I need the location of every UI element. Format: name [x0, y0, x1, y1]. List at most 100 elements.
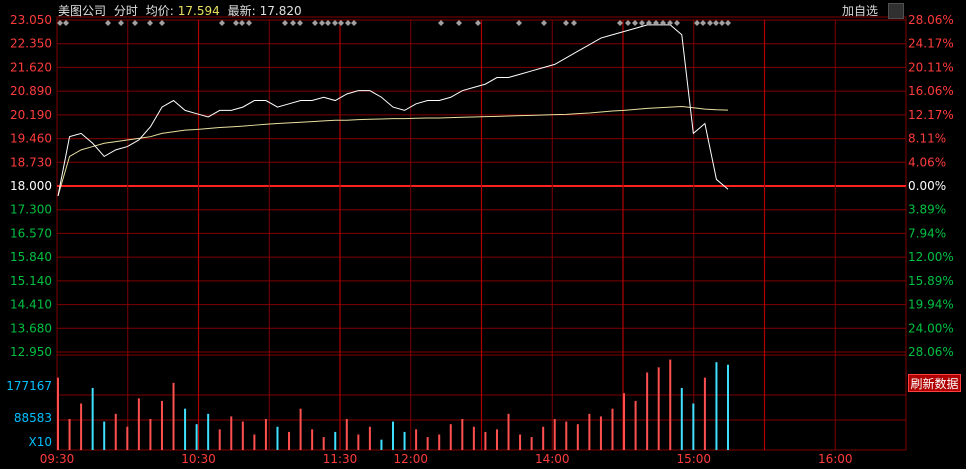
volume-bar	[149, 419, 152, 450]
event-marker-icon	[332, 20, 338, 26]
event-marker-icon	[105, 20, 111, 26]
stock-name: 美图公司	[58, 4, 107, 18]
refresh-data-button[interactable]: 刷新数据	[908, 374, 961, 392]
event-marker-icon	[653, 20, 659, 26]
volume-bar	[495, 429, 498, 450]
volume-axis-labels: 177167 88583 X10	[6, 379, 52, 449]
volume-bar	[472, 426, 475, 450]
event-marker-icon	[338, 20, 344, 26]
volume-bar	[727, 364, 729, 450]
volume-bars	[57, 359, 729, 450]
percent-tick-label: 0.00%	[908, 179, 946, 193]
price-tick-label: 20.890	[10, 84, 52, 98]
event-marker-icon	[345, 20, 351, 26]
volume-tick-label: X10	[29, 435, 53, 449]
percent-tick-label: 12.00%	[908, 250, 954, 264]
event-marker-icon	[297, 20, 303, 26]
volume-bar	[392, 421, 394, 450]
add-favorite-button[interactable]: 加自选	[842, 4, 879, 18]
price-tick-label: 20.190	[10, 108, 52, 122]
pin-icon[interactable]	[888, 3, 904, 19]
event-marker-icon	[351, 20, 357, 26]
event-marker-icon	[617, 20, 623, 26]
event-marker-icon	[239, 20, 245, 26]
percent-tick-label: 16.06%	[908, 84, 954, 98]
price-tick-label: 13.680	[10, 321, 52, 335]
volume-bar	[669, 359, 672, 450]
event-marker-icon	[725, 20, 731, 26]
event-marker-icon	[563, 20, 569, 26]
price-tick-label: 22.350	[10, 37, 52, 51]
volume-bar	[311, 429, 314, 450]
volume-bar	[680, 388, 683, 450]
event-marker-icon	[516, 20, 522, 26]
percent-tick-label: 20.11%	[908, 60, 954, 74]
event-marker-icon	[219, 20, 225, 26]
volume-bar	[126, 426, 129, 450]
volume-bar	[57, 377, 59, 450]
event-marker-icon	[312, 20, 318, 26]
time-tick-label: 15:00	[676, 452, 711, 466]
volume-bar	[611, 408, 614, 450]
event-marker-icon	[660, 20, 666, 26]
volume-bar	[415, 429, 418, 450]
volume-bar	[692, 403, 695, 450]
event-marker-icon	[282, 20, 288, 26]
volume-bar	[322, 437, 325, 450]
volume-bar	[715, 362, 718, 450]
price-tick-label: 17.300	[10, 203, 52, 217]
event-marker-icon	[639, 20, 645, 26]
event-marker-icon	[475, 20, 481, 26]
volume-bar	[345, 419, 348, 450]
volume-bar	[507, 413, 510, 450]
percent-tick-label: 4.06%	[908, 155, 946, 169]
event-marker-icon	[290, 20, 296, 26]
volume-bar	[184, 408, 187, 450]
event-marker-icon	[625, 20, 631, 26]
price-tick-label: 12.950	[10, 345, 52, 359]
percent-axis-labels: 28.06% 24.17% 20.11% 16.06% 12.17% 8.11% 4.06%…	[908, 13, 954, 359]
volume-bar	[461, 419, 464, 450]
volume-bar	[91, 388, 94, 450]
percent-tick-label: 3.89%	[908, 203, 946, 217]
volume-bar	[230, 416, 233, 450]
price-tick-label: 15.140	[10, 274, 52, 288]
last-price-label: 最新:	[227, 4, 256, 18]
event-marker-icon	[719, 20, 725, 26]
volume-bar	[634, 400, 637, 450]
price-line	[57, 24, 729, 196]
volume-bar	[288, 431, 291, 450]
event-marker-icon	[147, 20, 153, 26]
price-tick-label: 16.570	[10, 226, 52, 240]
volume-bar	[334, 431, 337, 450]
price-axis-labels: 23.050 22.350 21.620 20.890 20.190 19.460 18.7…	[10, 13, 52, 359]
percent-tick-label: 24.17%	[908, 37, 954, 51]
price-tick-label: 19.460	[10, 132, 52, 146]
price-tick-label: 15.840	[10, 250, 52, 264]
volume-bar	[426, 437, 429, 450]
volume-bar	[565, 421, 568, 450]
event-marker-icon	[694, 20, 700, 26]
price-tick-label: 18.000	[10, 179, 52, 193]
event-marker-icon	[667, 20, 673, 26]
event-markers	[57, 20, 731, 26]
volume-bar	[484, 431, 487, 450]
volume-tick-label: 88583	[14, 411, 52, 425]
event-marker-icon	[632, 20, 638, 26]
volume-bar	[403, 431, 406, 450]
event-marker-icon	[674, 20, 680, 26]
price-tick-label: 21.620	[10, 60, 52, 74]
volume-bar	[599, 416, 602, 450]
period-label: 分时	[113, 4, 138, 18]
percent-tick-label: 15.89%	[908, 274, 954, 288]
price-tick-label: 23.050	[10, 13, 52, 27]
time-tick-label: 10:30	[181, 452, 216, 466]
volume-bar	[553, 419, 556, 450]
time-tick-label: 12:00	[393, 452, 428, 466]
event-marker-icon	[57, 20, 63, 26]
event-marker-icon	[713, 20, 719, 26]
price-tick-label: 18.730	[10, 155, 52, 169]
volume-bar	[137, 398, 140, 450]
volume-bar	[207, 413, 210, 450]
event-marker-icon	[246, 20, 252, 26]
